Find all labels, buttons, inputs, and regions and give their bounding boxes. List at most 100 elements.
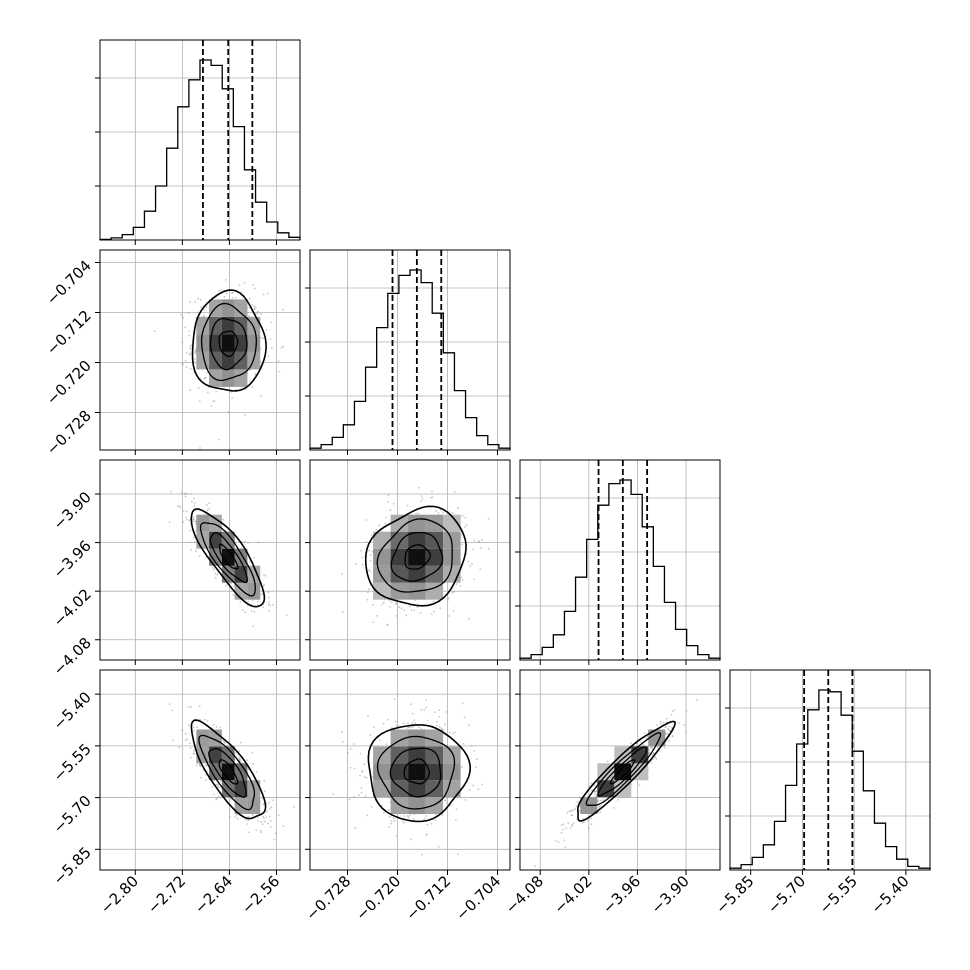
scatter-point <box>665 732 667 734</box>
scatter-point <box>372 603 374 606</box>
density-cell <box>196 531 210 549</box>
scatter-point <box>473 750 475 752</box>
scatter-point <box>254 372 257 375</box>
scatter-point <box>268 808 271 810</box>
scatter-point <box>194 520 197 523</box>
scatter-point <box>685 730 687 733</box>
scatter-point <box>471 745 473 747</box>
scatter-point <box>248 561 251 563</box>
scatter-point <box>274 832 277 835</box>
scatter-point <box>205 503 208 506</box>
scatter-point <box>419 612 422 614</box>
scatter-point <box>670 713 673 716</box>
scatter-point <box>398 606 400 608</box>
scatter-point <box>460 533 463 536</box>
scatter-point <box>257 816 260 819</box>
scatter-point <box>441 814 444 816</box>
scatter-point <box>341 573 343 575</box>
scatter-point <box>190 344 193 347</box>
scatter-point <box>228 809 231 811</box>
scatter-point <box>648 751 651 754</box>
scatter-point <box>587 827 590 829</box>
scatter-point <box>671 710 674 713</box>
scatter-point <box>262 293 265 296</box>
scatter-point <box>187 724 190 727</box>
scatter-point <box>388 809 390 811</box>
scatter-point <box>469 565 472 568</box>
scatter-point <box>207 391 209 394</box>
scatter-point <box>417 726 420 728</box>
scatter-point <box>263 779 266 782</box>
density-cell <box>221 316 235 335</box>
scatter-point <box>268 801 270 804</box>
scatter-point <box>234 296 237 299</box>
scatter-point <box>277 814 280 816</box>
scatter-point <box>265 816 268 819</box>
y-tick-label-2-3: −4.08 <box>50 634 95 679</box>
pair-panel-1-0 <box>99 249 301 451</box>
density-cell <box>247 334 261 352</box>
scatter-point <box>463 716 466 719</box>
scatter-point <box>241 609 244 611</box>
scatter-point <box>186 518 188 521</box>
scatter-point <box>471 562 473 565</box>
density-cell <box>390 729 409 747</box>
scatter-point <box>420 708 422 711</box>
scatter-point <box>445 797 448 799</box>
scatter-point <box>387 494 390 497</box>
scatter-point <box>182 510 185 512</box>
contour-2-0-level-1 <box>209 531 248 584</box>
scatter-point <box>438 709 440 712</box>
scatter-point <box>264 575 267 577</box>
density-cell <box>221 369 235 387</box>
scatter-point <box>269 338 272 341</box>
scatter-point <box>270 347 273 349</box>
scatter-point <box>423 709 426 711</box>
density-cell <box>234 299 248 317</box>
scatter-point <box>673 709 676 711</box>
scatter-point <box>452 610 455 612</box>
scatter-point <box>198 705 201 708</box>
contour-2-0-level-0 <box>218 543 239 570</box>
density-cell <box>443 514 461 532</box>
scatter-point <box>581 822 584 824</box>
x-tick-label-0-0: −2.80 <box>97 872 142 917</box>
x-tick-label-3-3: −5.40 <box>867 872 912 917</box>
scatter-point <box>361 771 364 773</box>
scatter-point <box>220 289 222 292</box>
scatter-point <box>683 724 686 726</box>
scatter-point <box>365 541 368 543</box>
scatter-point <box>193 358 196 360</box>
scatter-point <box>594 792 596 795</box>
scatter-point <box>417 512 420 515</box>
scatter-point <box>189 347 192 350</box>
scatter-point <box>360 787 363 790</box>
scatter-point <box>222 740 225 742</box>
scatter-point <box>403 815 406 817</box>
scatter-point <box>369 559 372 562</box>
scatter-point <box>410 609 413 611</box>
scatter-point <box>206 509 209 511</box>
scatter-point <box>181 729 184 732</box>
scatter-point <box>282 308 284 311</box>
contour-3-2-level-0 <box>609 759 636 785</box>
scatter-point <box>271 799 274 801</box>
scatter-point <box>198 555 201 558</box>
scatter-point <box>430 613 433 615</box>
scatter-point <box>340 730 343 733</box>
scatter-point <box>208 507 211 510</box>
scatter-point <box>382 601 385 604</box>
scatter-point <box>405 614 407 617</box>
contour-3-1-level-2 <box>376 735 456 810</box>
scatter-point <box>573 822 575 825</box>
scatter-point <box>205 764 207 766</box>
scatter-point <box>270 806 273 809</box>
scatter-point <box>393 819 396 822</box>
scatter-point <box>667 733 669 735</box>
scatter-point <box>435 510 437 512</box>
scatter-point <box>267 822 270 825</box>
scatter-point <box>599 811 602 813</box>
density-cell <box>221 531 235 549</box>
density-cell <box>425 582 444 600</box>
scatter-point <box>656 723 659 726</box>
